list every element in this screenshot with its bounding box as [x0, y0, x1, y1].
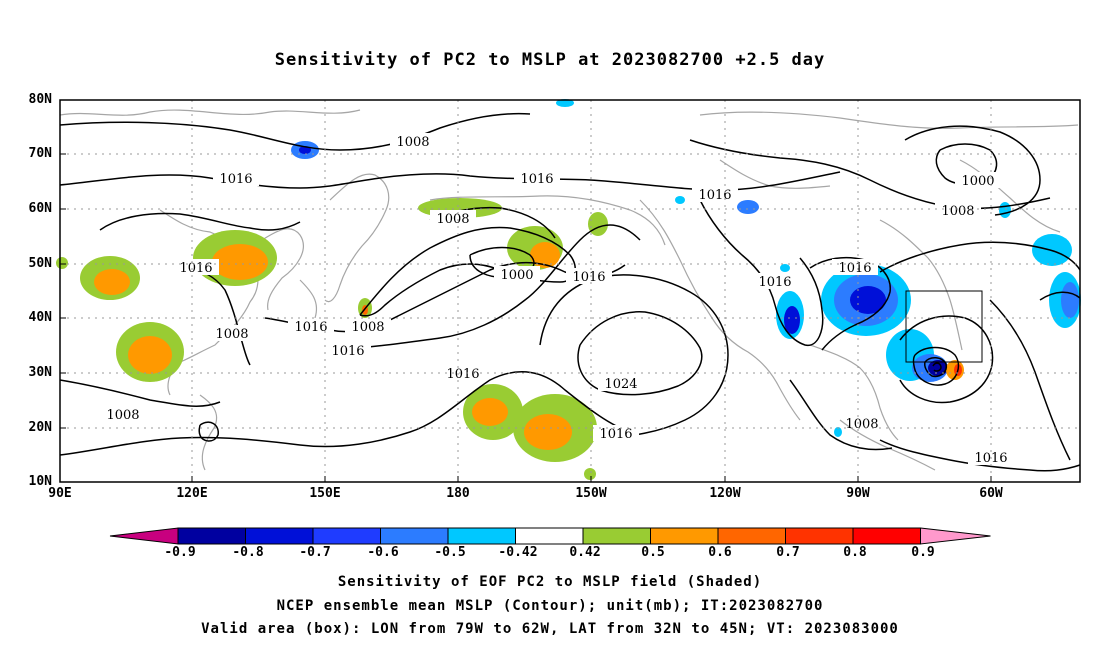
gridlines	[60, 100, 1080, 482]
contour-label: 1016	[331, 344, 364, 359]
colorbar-label: 0.8	[843, 545, 867, 560]
colorbar-label: 0.9	[911, 545, 935, 560]
contour-label: 1008	[436, 212, 469, 227]
contour-label: 1016	[758, 275, 791, 290]
lon-label-120e: 120E	[176, 486, 208, 501]
colorbar-label: -0.9	[164, 545, 196, 560]
contour-label: 1000	[961, 174, 994, 189]
contour-label: 1016	[219, 172, 252, 187]
colorbar-label: -0.6	[367, 545, 399, 560]
lat-label-10n: 10N	[28, 474, 52, 489]
contour-label-1008-south: 1008	[845, 417, 878, 432]
contour-label: 1008	[215, 327, 248, 342]
contour-label: 1016	[179, 261, 212, 276]
lat-label-60n: 60N	[28, 201, 52, 216]
mslp-contours	[59, 112, 1081, 472]
colorbar-label: 0.5	[641, 545, 665, 560]
colorbar-segment	[852, 527, 921, 545]
lat-label-30n: 30N	[28, 365, 52, 380]
lon-label-150w: 150W	[575, 486, 607, 501]
caption-line-1: Sensitivity of EOF PC2 to MSLP field (Sh…	[337, 574, 763, 590]
contour-label: 1000	[500, 268, 533, 283]
lat-label-50n: 50N	[28, 256, 52, 271]
contour-label: 1024	[604, 377, 637, 392]
shaded-sensitivity	[56, 99, 1081, 480]
contour-label: 1008	[106, 408, 139, 423]
colorbar-label: -0.42	[498, 545, 538, 560]
contour-label: 1016	[294, 320, 327, 335]
lat-label-40n: 40N	[28, 310, 52, 325]
valid-area-box	[905, 290, 983, 363]
lon-label-90w: 90W	[846, 486, 870, 501]
lon-label-90e: 90E	[48, 486, 72, 501]
colorbar-segment	[380, 527, 449, 545]
contour-label: 1008	[396, 135, 429, 150]
colorbar-label: -0.5	[434, 545, 466, 560]
contour-label: 1016	[838, 261, 871, 276]
axis-ticks	[60, 99, 992, 482]
colorbar-segment	[582, 527, 651, 545]
colorbar-extension-low	[109, 527, 179, 545]
contour-label: 1016	[572, 270, 605, 285]
lon-label-180: 180	[446, 486, 470, 501]
contour-label: 1016	[520, 172, 553, 187]
colorbar-segment	[650, 527, 719, 545]
colorbar-label: -0.7	[299, 545, 331, 560]
colorbar-segment	[312, 527, 381, 545]
map-frame	[59, 99, 1081, 483]
contour-label: 1016	[698, 188, 731, 203]
colorbar	[109, 527, 991, 545]
colorbar-segment	[785, 527, 854, 545]
lon-label-60w: 60W	[979, 486, 1003, 501]
contour-label: 1008	[351, 320, 384, 335]
contour-label: 1016	[599, 427, 632, 442]
caption-line-3: Valid area (box): LON from 79W to 62W, L…	[201, 621, 899, 637]
colorbar-segment	[245, 527, 314, 545]
contour-label: 1008	[941, 204, 974, 219]
colorbar-label: 0.6	[708, 545, 732, 560]
colorbar-segment	[177, 527, 246, 545]
lon-label-150e: 150E	[309, 486, 341, 501]
lat-label-80n: 80N	[28, 92, 52, 107]
colorbar-segment	[515, 527, 584, 545]
colorbar-label: 0.42	[569, 545, 601, 560]
lat-label-70n: 70N	[28, 146, 52, 161]
lat-label-20n: 20N	[28, 420, 52, 435]
caption-line-2: NCEP ensemble mean MSLP (Contour); unit(…	[276, 598, 824, 614]
colorbar-label: 0.7	[776, 545, 800, 560]
colorbar-segment	[447, 527, 516, 545]
colorbar-segment	[717, 527, 786, 545]
contour-label: 1016	[446, 367, 479, 382]
chart-title: Sensitivity of PC2 to MSLP at 2023082700…	[274, 50, 826, 70]
colorbar-extension-high	[920, 527, 991, 545]
colorbar-label: -0.8	[232, 545, 264, 560]
lon-label-120w: 120W	[709, 486, 741, 501]
contour-labels: 1008 1016 1016 1016 1000 1008 1008 1016 …	[100, 133, 1014, 466]
